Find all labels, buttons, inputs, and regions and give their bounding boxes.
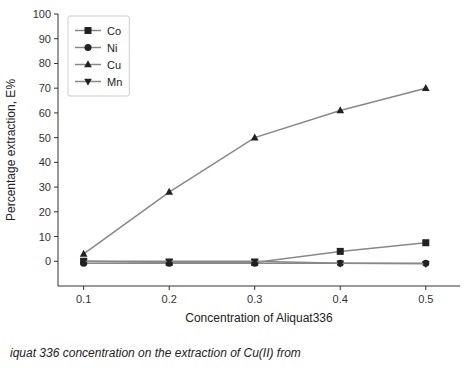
series (80, 239, 429, 266)
point (80, 250, 88, 257)
series-line (84, 88, 426, 254)
y-tick-label: 30 (39, 181, 51, 193)
point (165, 258, 173, 265)
series (80, 258, 430, 267)
point (337, 248, 344, 255)
y-tick (54, 187, 58, 188)
x-axis-label: Concentration of Aliquat336 (185, 311, 333, 325)
x-tick-label: 0.3 (247, 293, 262, 305)
legend-box (68, 16, 129, 96)
legend-marker (85, 27, 92, 34)
y-tick (54, 261, 58, 262)
legend-marker (85, 44, 92, 51)
y-tick-label: 100 (33, 8, 51, 20)
y-tick-label: 60 (39, 107, 51, 119)
series (80, 84, 430, 257)
y-tick-label: 40 (39, 156, 51, 168)
plot-area (80, 84, 430, 268)
x-tick (425, 286, 426, 290)
x-tick-label: 0.2 (162, 293, 177, 305)
y-tick-label: 10 (39, 231, 51, 243)
y-tick (54, 14, 58, 15)
point (422, 261, 430, 268)
legend-item: Ni (75, 42, 117, 54)
legend-marker (84, 79, 92, 86)
legend: Co Ni Cu Mn (68, 16, 129, 96)
legend-item: Cu (75, 59, 121, 71)
point (165, 188, 173, 195)
y-tick (54, 88, 58, 89)
x-tick (83, 286, 84, 290)
point (251, 259, 258, 266)
y-axis-line (58, 14, 59, 286)
y-tick (54, 211, 58, 212)
x-axis-line (58, 286, 460, 287)
x-tick-label: 0.5 (418, 293, 433, 305)
y-tick-label: 0 (45, 255, 51, 267)
x-tick (340, 286, 341, 290)
point (166, 259, 173, 266)
legend-label: Cu (107, 59, 121, 71)
axes: 0 10 20 30 40 50 60 70 80 90 100 0.1 0.2 0.3 0.4 0.5 (33, 8, 460, 305)
y-tick-label: 70 (39, 82, 51, 94)
point (80, 258, 88, 265)
y-tick (54, 236, 58, 237)
x-tick-label: 0.4 (333, 293, 348, 305)
y-tick-label: 50 (39, 132, 51, 144)
point (336, 106, 344, 113)
y-tick (54, 137, 58, 138)
chart: 0 10 20 30 40 50 60 70 80 90 100 0.1 0.2 0.3 0.4 0.5 Con… (0, 0, 474, 371)
legend-item: Co (75, 25, 121, 37)
legend-marker (84, 60, 92, 67)
caption: iquat 336 concentration on the extractio… (10, 346, 301, 360)
y-tick-label: 90 (39, 33, 51, 45)
point (422, 239, 429, 246)
y-tick (54, 38, 58, 39)
point (422, 84, 430, 91)
legend-item: Mn (75, 76, 122, 88)
point (336, 260, 344, 267)
point (251, 258, 259, 265)
y-tick (54, 63, 58, 64)
point (251, 133, 259, 140)
legend-label: Mn (107, 76, 122, 88)
y-axis-label: Percentage extraction, E% (4, 79, 18, 221)
y-tick-label: 80 (39, 57, 51, 69)
legend-label: Ni (107, 42, 117, 54)
y-tick (54, 162, 58, 163)
y-tick (54, 112, 58, 113)
x-tick-label: 0.1 (76, 293, 91, 305)
x-tick (169, 286, 170, 290)
legend-label: Co (107, 25, 121, 37)
x-tick (254, 286, 255, 290)
y-tick-label: 20 (39, 206, 51, 218)
